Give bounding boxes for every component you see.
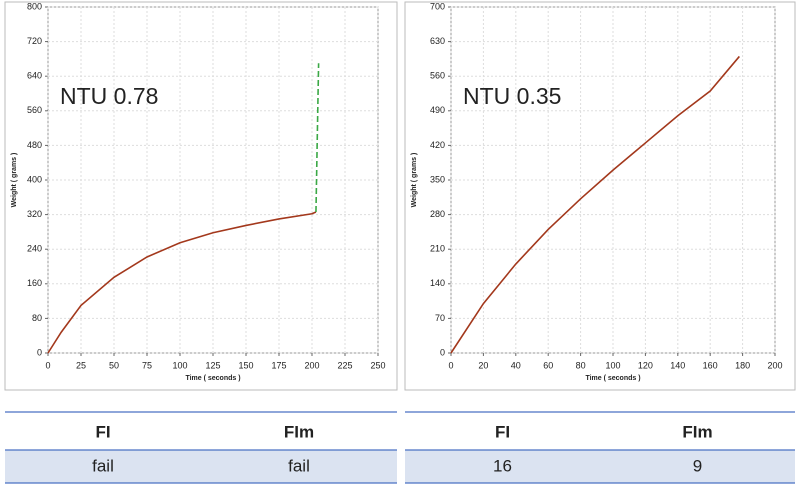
y-tick-label: 490 (430, 105, 445, 115)
y-tick-label: 640 (27, 71, 42, 81)
y-tick-label: 480 (27, 140, 42, 150)
table-row-bg (5, 450, 397, 483)
x-tick-label: 175 (271, 360, 286, 370)
y-tick-label: 280 (430, 209, 445, 219)
y-tick-label: 70 (435, 313, 445, 323)
x-axis-label: Time ( seconds ) (585, 375, 640, 382)
y-tick-label: 80 (32, 313, 42, 323)
table-header: FIm (682, 422, 712, 441)
x-tick-label: 200 (304, 360, 319, 370)
x-tick-label: 60 (543, 360, 553, 370)
x-tick-label: 180 (735, 360, 750, 370)
x-tick-label: 0 (45, 360, 50, 370)
y-tick-label: 560 (430, 71, 445, 81)
table-header: FIm (284, 422, 314, 441)
x-tick-label: 25 (76, 360, 86, 370)
table-cell: fail (92, 456, 114, 475)
y-tick-label: 400 (27, 174, 42, 184)
y-tick-label: 420 (430, 140, 445, 150)
annotation: NTU 0.35 (463, 83, 561, 109)
data-line (450, 55, 740, 354)
y-tick-label: 140 (430, 278, 445, 288)
x-tick-label: 100 (172, 360, 187, 370)
x-tick-label: 225 (337, 360, 352, 370)
y-tick-label: 720 (27, 36, 42, 46)
table-header: FI (95, 422, 110, 441)
data-line (47, 211, 317, 354)
y-tick-label: 800 (27, 1, 42, 11)
table-cell: 9 (693, 456, 702, 475)
y-axis-label: Weight ( grams ) (11, 153, 18, 208)
x-tick-label: 140 (670, 360, 685, 370)
x-tick-label: 120 (638, 360, 653, 370)
x-tick-label: 150 (238, 360, 253, 370)
x-tick-label: 200 (767, 360, 782, 370)
y-tick-label: 210 (430, 244, 445, 254)
x-tick-label: 80 (576, 360, 586, 370)
y-axis-label: Weight ( grams ) (411, 153, 418, 208)
table-cell: fail (288, 456, 310, 475)
y-tick-label: 700 (430, 1, 445, 11)
y-tick-label: 350 (430, 174, 445, 184)
x-tick-label: 100 (605, 360, 620, 370)
x-tick-label: 160 (703, 360, 718, 370)
x-tick-label: 50 (109, 360, 119, 370)
x-axis-label: Time ( seconds ) (185, 375, 240, 382)
table-header: FI (495, 422, 510, 441)
y-tick-label: 0 (37, 347, 42, 357)
y-tick-label: 0 (440, 347, 445, 357)
x-tick-label: 125 (205, 360, 220, 370)
y-tick-label: 630 (430, 36, 445, 46)
x-tick-label: 75 (142, 360, 152, 370)
y-tick-label: 240 (27, 244, 42, 254)
x-tick-label: 20 (478, 360, 488, 370)
x-tick-label: 40 (511, 360, 521, 370)
data-line (315, 63, 320, 213)
table-cell: 16 (493, 456, 512, 475)
y-tick-label: 560 (27, 105, 42, 115)
y-tick-label: 320 (27, 209, 42, 219)
y-tick-label: 160 (27, 278, 42, 288)
x-tick-label: 0 (448, 360, 453, 370)
x-tick-label: 250 (370, 360, 385, 370)
table-row-bg (405, 450, 795, 483)
annotation: NTU 0.78 (60, 83, 158, 109)
